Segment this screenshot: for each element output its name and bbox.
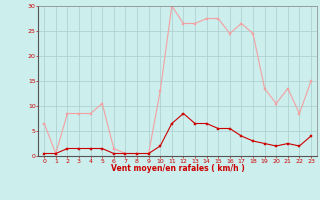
X-axis label: Vent moyen/en rafales ( km/h ): Vent moyen/en rafales ( km/h ) [111, 164, 244, 173]
